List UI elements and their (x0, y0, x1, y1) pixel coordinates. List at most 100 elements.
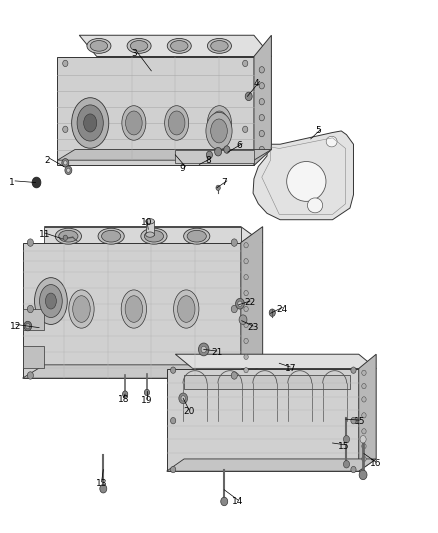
PathPatch shape (57, 56, 254, 165)
Circle shape (179, 393, 187, 403)
Circle shape (239, 315, 247, 325)
Text: 4: 4 (254, 78, 260, 87)
Text: 8: 8 (205, 156, 211, 165)
Circle shape (243, 60, 248, 67)
Ellipse shape (98, 228, 124, 244)
PathPatch shape (44, 227, 241, 245)
Text: 22: 22 (244, 298, 256, 307)
PathPatch shape (175, 354, 376, 368)
Text: 5: 5 (315, 126, 321, 135)
Circle shape (181, 395, 185, 401)
Circle shape (27, 239, 33, 246)
PathPatch shape (241, 227, 263, 378)
Ellipse shape (211, 41, 228, 51)
Ellipse shape (211, 111, 228, 135)
Ellipse shape (125, 296, 143, 322)
Text: 24: 24 (277, 304, 288, 313)
Circle shape (170, 367, 176, 373)
Circle shape (231, 372, 237, 379)
Circle shape (236, 298, 244, 309)
PathPatch shape (166, 368, 359, 471)
PathPatch shape (22, 365, 263, 378)
Circle shape (360, 435, 366, 443)
Circle shape (259, 115, 265, 121)
Text: 9: 9 (180, 164, 185, 173)
Circle shape (244, 243, 248, 248)
Circle shape (216, 185, 220, 190)
PathPatch shape (22, 309, 44, 330)
Circle shape (362, 456, 366, 462)
Ellipse shape (87, 38, 111, 53)
Circle shape (362, 413, 366, 418)
Ellipse shape (146, 232, 154, 237)
Circle shape (145, 389, 150, 395)
Circle shape (65, 166, 72, 174)
Circle shape (123, 391, 128, 397)
Ellipse shape (206, 112, 232, 150)
Ellipse shape (122, 106, 146, 140)
Text: 10: 10 (141, 218, 153, 227)
Circle shape (362, 429, 366, 434)
Ellipse shape (121, 290, 147, 328)
Circle shape (259, 83, 265, 89)
Ellipse shape (141, 228, 167, 244)
Text: 2: 2 (44, 156, 50, 165)
Ellipse shape (168, 111, 185, 135)
Circle shape (231, 305, 237, 313)
Circle shape (351, 466, 356, 473)
Text: 11: 11 (39, 230, 51, 239)
Circle shape (67, 168, 70, 172)
Circle shape (362, 443, 366, 449)
Ellipse shape (102, 230, 121, 242)
Circle shape (224, 146, 230, 154)
Ellipse shape (69, 290, 94, 328)
Text: 1: 1 (10, 178, 15, 187)
Circle shape (215, 148, 222, 156)
Circle shape (170, 417, 176, 424)
Ellipse shape (35, 278, 67, 325)
Circle shape (359, 470, 367, 480)
Circle shape (259, 147, 265, 153)
Circle shape (244, 354, 248, 360)
Text: 6: 6 (237, 141, 242, 150)
PathPatch shape (175, 150, 254, 163)
Circle shape (362, 370, 366, 375)
PathPatch shape (79, 35, 272, 56)
Circle shape (269, 309, 276, 317)
Circle shape (259, 67, 265, 73)
PathPatch shape (253, 131, 353, 220)
Ellipse shape (326, 136, 337, 147)
Text: 13: 13 (96, 479, 107, 488)
Circle shape (244, 259, 248, 264)
PathPatch shape (44, 227, 263, 243)
Ellipse shape (127, 38, 151, 53)
Ellipse shape (77, 105, 103, 141)
Circle shape (245, 92, 252, 101)
PathPatch shape (57, 150, 272, 160)
Text: 7: 7 (221, 178, 227, 187)
Circle shape (32, 177, 41, 188)
Text: 18: 18 (118, 395, 129, 404)
PathPatch shape (166, 459, 376, 471)
Circle shape (238, 301, 242, 306)
Ellipse shape (39, 285, 62, 318)
Ellipse shape (59, 230, 78, 242)
Text: 16: 16 (370, 459, 381, 467)
Ellipse shape (184, 228, 210, 244)
Ellipse shape (170, 41, 188, 51)
Text: 17: 17 (285, 364, 296, 373)
Text: 23: 23 (247, 323, 259, 332)
Circle shape (198, 343, 209, 356)
Circle shape (243, 126, 248, 133)
Ellipse shape (84, 114, 97, 132)
Circle shape (100, 484, 107, 493)
Ellipse shape (72, 98, 109, 148)
Circle shape (63, 126, 68, 133)
Circle shape (244, 306, 248, 312)
Circle shape (244, 368, 248, 373)
Ellipse shape (55, 228, 81, 244)
Ellipse shape (307, 198, 323, 213)
Ellipse shape (208, 38, 231, 53)
Ellipse shape (146, 219, 154, 224)
Text: 15: 15 (353, 417, 365, 426)
